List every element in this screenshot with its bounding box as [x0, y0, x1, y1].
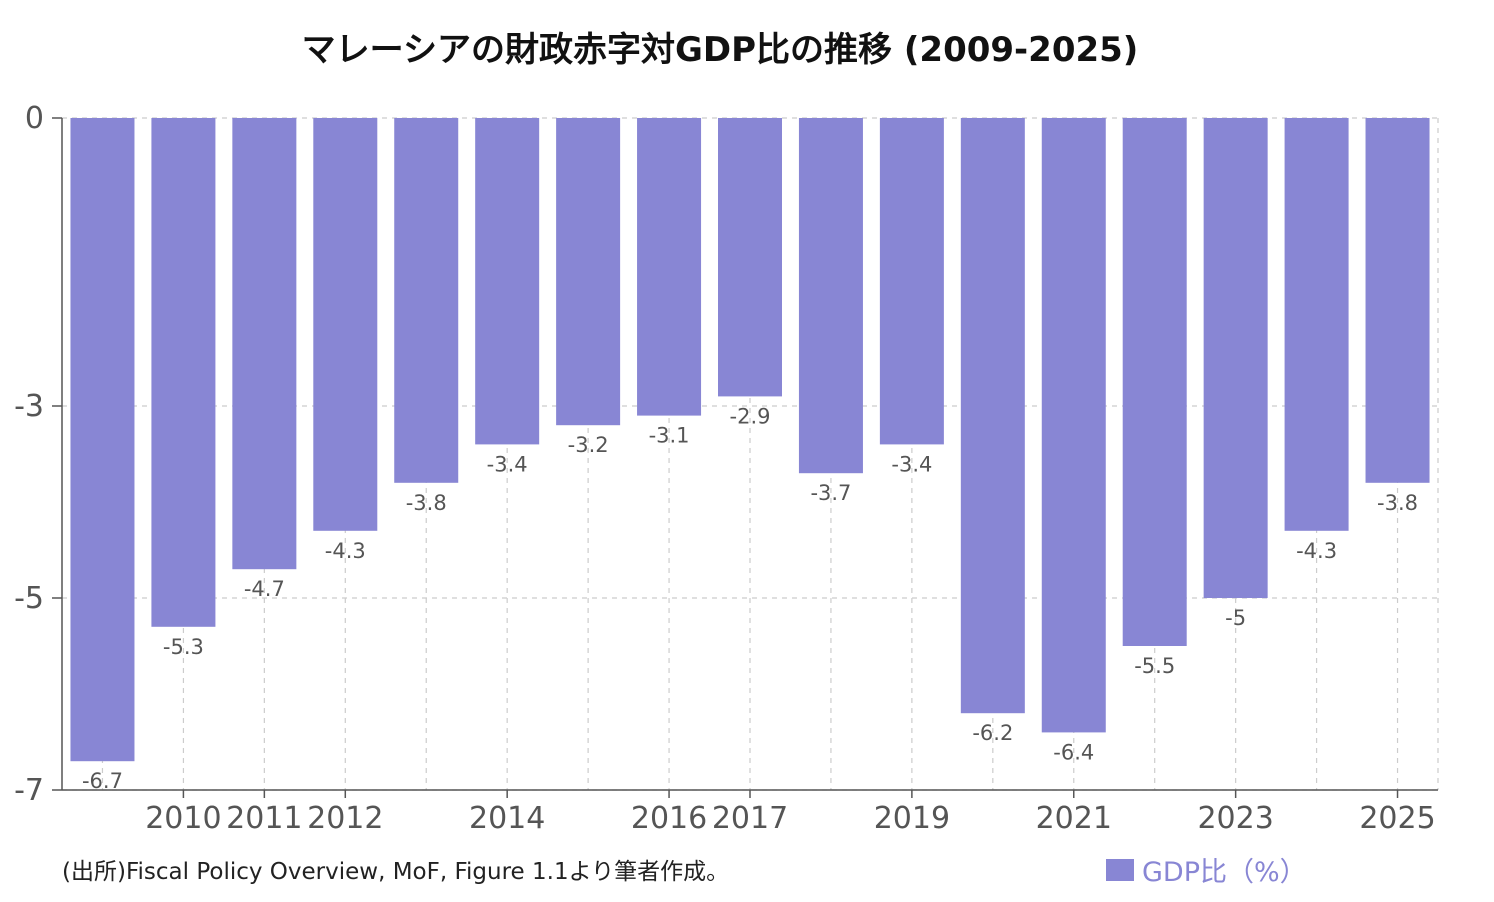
x-tick-label: 2023 [1197, 801, 1273, 836]
x-tick-label: 2014 [469, 801, 545, 836]
bar-2018 [798, 118, 863, 474]
bar-2020 [960, 118, 1025, 714]
bar-2013 [394, 118, 459, 483]
data-label-2020: -6.2 [972, 721, 1013, 745]
chart-title: マレーシアの財政赤字対GDP比の推移 (2009-2025) [301, 30, 1139, 70]
bar-2016 [637, 118, 702, 416]
bar-2025 [1365, 118, 1430, 483]
data-label-2015: -3.2 [568, 433, 609, 457]
bar-2017 [718, 118, 782, 397]
y-tick-label: -5 [14, 581, 44, 616]
data-label-2013: -3.8 [406, 491, 447, 515]
bar-2011 [232, 118, 297, 570]
x-tick-label: 2025 [1359, 801, 1435, 836]
bar-2024 [1284, 118, 1349, 531]
data-labels: -6.7 -5.3 -4.7 -4.3 -3.8 -3.4 -3.2 -3.1 -2.9 -3.7… [82, 404, 1418, 793]
bar-2012 [313, 118, 378, 531]
bar-2015 [556, 118, 621, 426]
data-label-2017: -2.9 [730, 404, 771, 428]
bar-2022 [1122, 118, 1187, 646]
x-tick-label: 2017 [712, 801, 788, 836]
data-label-2009: -6.7 [82, 769, 123, 793]
data-label-2010: -5.3 [163, 635, 204, 659]
data-label-2014: -3.4 [487, 452, 528, 476]
x-tick-label: 2016 [631, 801, 707, 836]
data-label-2023: -5 [1225, 606, 1246, 630]
legend[interactable]: GDP比（%） [1106, 850, 1307, 889]
data-label-2019: -3.4 [891, 452, 932, 476]
data-label-2012: -4.3 [325, 539, 366, 563]
bar-2014 [475, 118, 540, 445]
bars [70, 118, 1430, 762]
data-label-2024: -4.3 [1296, 539, 1337, 563]
legend-label: GDP比（%） [1142, 857, 1307, 888]
bar-2010 [151, 118, 216, 627]
legend-swatch [1106, 858, 1134, 881]
data-label-2016: -3.1 [649, 424, 690, 448]
bar-2019 [879, 118, 944, 445]
source-note: (出所)Fiscal Policy Overview, MoF, Figure … [62, 859, 730, 885]
bar-2009 [70, 118, 135, 762]
data-label-2011: -4.7 [244, 577, 285, 601]
y-tick-label: 0 [25, 101, 44, 136]
data-label-2025: -3.8 [1377, 491, 1418, 515]
data-label-2022: -5.5 [1134, 654, 1175, 678]
y-tick-label: -3 [14, 389, 44, 424]
y-tick-label: -7 [14, 773, 44, 808]
x-tick-label: 2010 [145, 801, 221, 836]
bar-2021 [1041, 118, 1106, 733]
data-label-2018: -3.7 [810, 481, 851, 505]
axes: 0 -3 -5 -7 2010 2011 2012 2014 2016 2017 2019 2021 2… [14, 101, 1438, 836]
x-tick-label: 2011 [226, 801, 302, 836]
x-tick-label: 2012 [307, 801, 383, 836]
bar-2023 [1203, 118, 1268, 598]
x-tick-label: 2021 [1036, 801, 1112, 836]
x-tick-label: 2019 [874, 801, 950, 836]
data-label-2021: -6.4 [1053, 740, 1094, 764]
